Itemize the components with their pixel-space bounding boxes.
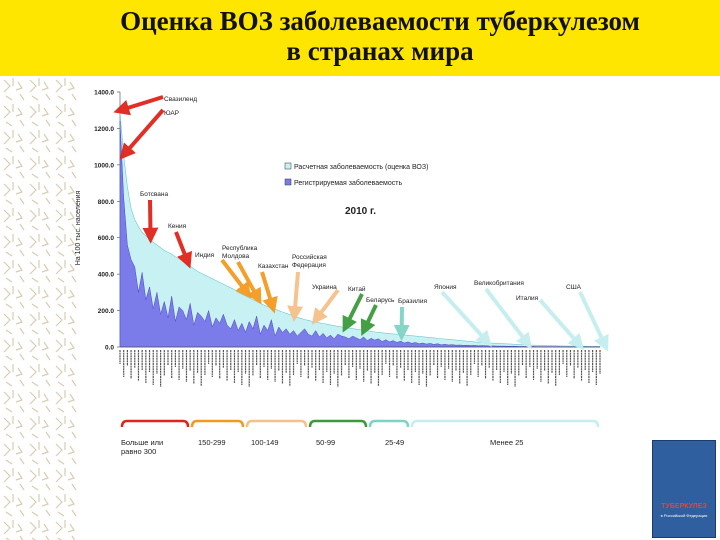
page-title: Оценка ВОЗ заболеваемости туберкулезом в… bbox=[40, 6, 720, 66]
range-label: 25-49 bbox=[385, 438, 404, 447]
annotation-label: ЮАР bbox=[164, 110, 179, 117]
series-registered-area bbox=[119, 121, 601, 348]
legend-swatch bbox=[284, 162, 292, 170]
annotation-label: Индия bbox=[195, 252, 215, 259]
book-subtitle: в Российской Федерации bbox=[660, 513, 708, 518]
annotation-arrow bbox=[236, 261, 262, 305]
y-tick-label: 1200.0 bbox=[94, 126, 114, 133]
y-tick-label: 0.0 bbox=[105, 345, 114, 352]
annotation-arrow bbox=[538, 298, 585, 351]
annotation-label: Япония bbox=[434, 284, 457, 291]
annotation-arrow bbox=[174, 231, 192, 269]
book-title: ТУБЕРКУЛЕЗ bbox=[661, 503, 707, 510]
legend: Расчетная заболеваемость (оценка ВОЗ) Рег… bbox=[284, 162, 428, 187]
annotation-arrow bbox=[484, 287, 533, 350]
annotation-arrow bbox=[119, 108, 165, 160]
annotation-arrow bbox=[311, 288, 340, 325]
annotation-label: Казахстан bbox=[258, 263, 289, 270]
title-line-2: в странах мира bbox=[286, 36, 474, 66]
plot-area bbox=[119, 112, 601, 348]
annotation-arrow bbox=[342, 293, 364, 333]
y-tick-label: 400.0 bbox=[98, 272, 115, 279]
annotation-label: Свазиленд bbox=[164, 96, 197, 103]
annotation-label: Великобритания bbox=[474, 279, 524, 287]
range-label: 150-299 bbox=[198, 438, 226, 447]
country-annotations: Свазиленд ЮАР Ботсвана Кения Индия Республика… bbox=[113, 95, 609, 352]
range-label: Менее 25 bbox=[490, 438, 523, 447]
range-bracket bbox=[190, 419, 245, 428]
incidence-ranges: Больше или равно 300 150-299 100-149 50-99 25… bbox=[120, 419, 600, 456]
y-tick-label: 1000.0 bbox=[94, 162, 114, 169]
decorative-pattern bbox=[0, 76, 78, 540]
range-bracket bbox=[410, 419, 600, 428]
annotation-arrow bbox=[142, 199, 159, 244]
range-label: Больше или равно 300 bbox=[121, 438, 163, 456]
annotation-label: Беларусь bbox=[366, 297, 395, 304]
annotation-arrow bbox=[440, 290, 492, 347]
legend-label: Регистрируемая заболеваемость bbox=[294, 179, 402, 187]
range-bracket bbox=[308, 419, 368, 428]
y-axis-label: На 100 тыс. населения bbox=[75, 190, 82, 265]
legend-swatch bbox=[284, 178, 292, 186]
legend-label: Расчетная заболеваемость (оценка ВОЗ) bbox=[294, 163, 428, 171]
annotation-label: Российская Федерация bbox=[292, 253, 327, 269]
y-tick-label: 800.0 bbox=[98, 199, 115, 206]
annotation-label: Италия bbox=[516, 295, 539, 302]
annotation-arrow bbox=[260, 271, 278, 314]
year-label: 2010 г. bbox=[345, 206, 376, 217]
annotation-label: Бразилия bbox=[398, 298, 427, 305]
range-label: 50-99 bbox=[316, 438, 335, 447]
annotation-label: Китай bbox=[348, 285, 366, 293]
y-tick-label: 600.0 bbox=[98, 235, 115, 242]
range-label: 100-149 bbox=[251, 438, 279, 447]
y-tick-label: 1400.0 bbox=[94, 90, 114, 97]
title-line-1: Оценка ВОЗ заболеваемости туберкулезом bbox=[120, 6, 640, 36]
annotation-label: Ботсвана bbox=[140, 191, 168, 198]
annotation-arrow bbox=[220, 258, 252, 299]
title-banner bbox=[0, 0, 720, 76]
annotation-arrow bbox=[287, 271, 304, 323]
annotation-label: Кения bbox=[168, 223, 187, 230]
range-bracket bbox=[120, 419, 190, 428]
annotation-arrow bbox=[578, 291, 609, 352]
y-axis-ticks: 0.0 200.0 400.0 600.0 800.0 1000.0 1200.0 1400.… bbox=[94, 90, 121, 352]
annotation-label: США bbox=[566, 284, 582, 291]
series-estimated-area bbox=[119, 112, 601, 348]
country-tick-labels bbox=[119, 350, 601, 387]
range-bracket bbox=[368, 419, 410, 428]
annotation-arrow bbox=[360, 304, 378, 337]
annotation-arrow bbox=[113, 95, 164, 116]
range-bracket bbox=[245, 419, 308, 428]
annotation-label: Республика Молдова bbox=[222, 244, 258, 260]
y-tick-label: 200.0 bbox=[98, 308, 115, 315]
book-cover-image: ТУБЕРКУЛЕЗ в Российской Федерации bbox=[652, 440, 716, 538]
annotation-label: Украина bbox=[312, 284, 337, 291]
